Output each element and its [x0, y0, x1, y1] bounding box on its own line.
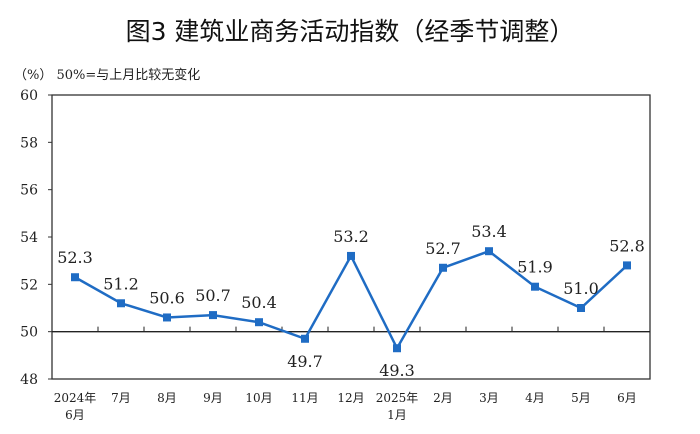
y-tick-label: 50	[20, 325, 38, 341]
data-label: 50.4	[241, 293, 277, 312]
data-point	[623, 261, 631, 270]
data-point	[209, 311, 217, 320]
data-point	[255, 318, 263, 327]
y-tick-label: 54	[20, 230, 38, 246]
x-tick-label: 5月	[571, 391, 591, 405]
x-tick-label: 7月	[111, 391, 131, 405]
data-label: 51.0	[563, 279, 599, 298]
y-tick-label: 60	[20, 88, 38, 104]
y-tick-label: 52	[20, 277, 38, 293]
chart-note: （%） 50%=与上月比较无变化	[14, 68, 201, 83]
x-tick-label: 6月	[65, 408, 85, 422]
data-point	[117, 299, 125, 308]
y-tick-label: 48	[20, 372, 38, 388]
data-label: 49.3	[379, 361, 415, 380]
data-point	[163, 313, 171, 322]
data-point	[485, 247, 493, 256]
data-point	[439, 263, 447, 272]
data-point	[71, 273, 79, 282]
data-label: 52.7	[425, 239, 461, 258]
x-tick-label: 6月	[617, 391, 637, 405]
x-tick-label: 2024年	[54, 391, 97, 405]
data-point	[393, 344, 401, 353]
x-tick-label: 8月	[157, 391, 177, 405]
x-tick-label: 10月	[245, 391, 272, 405]
x-tick-label: 12月	[337, 391, 364, 405]
data-label: 51.2	[103, 274, 139, 293]
x-tick-label: 4月	[525, 391, 545, 405]
chart-title: 图3 建筑业商务活动指数（经季节调整）	[125, 17, 575, 46]
data-point	[531, 282, 539, 291]
x-tick-label: 2月	[433, 391, 453, 405]
data-label: 52.8	[609, 236, 645, 255]
data-point	[347, 251, 355, 260]
x-tick-label: 9月	[203, 391, 223, 405]
data-label: 52.3	[57, 248, 93, 267]
x-tick-label: 3月	[479, 391, 499, 405]
y-tick-label: 56	[20, 183, 38, 199]
y-tick-label: 58	[20, 135, 38, 151]
data-label: 53.2	[333, 227, 369, 246]
data-point	[301, 334, 309, 343]
data-label: 50.7	[195, 286, 231, 305]
x-tick-label: 1月	[387, 408, 407, 422]
data-label: 50.6	[149, 288, 185, 307]
data-label: 51.9	[517, 258, 553, 277]
data-label: 49.7	[287, 352, 323, 371]
data-point	[577, 304, 585, 312]
x-tick-label: 2025年	[376, 391, 419, 405]
data-label: 53.4	[471, 222, 507, 241]
x-tick-label: 11月	[291, 391, 318, 405]
